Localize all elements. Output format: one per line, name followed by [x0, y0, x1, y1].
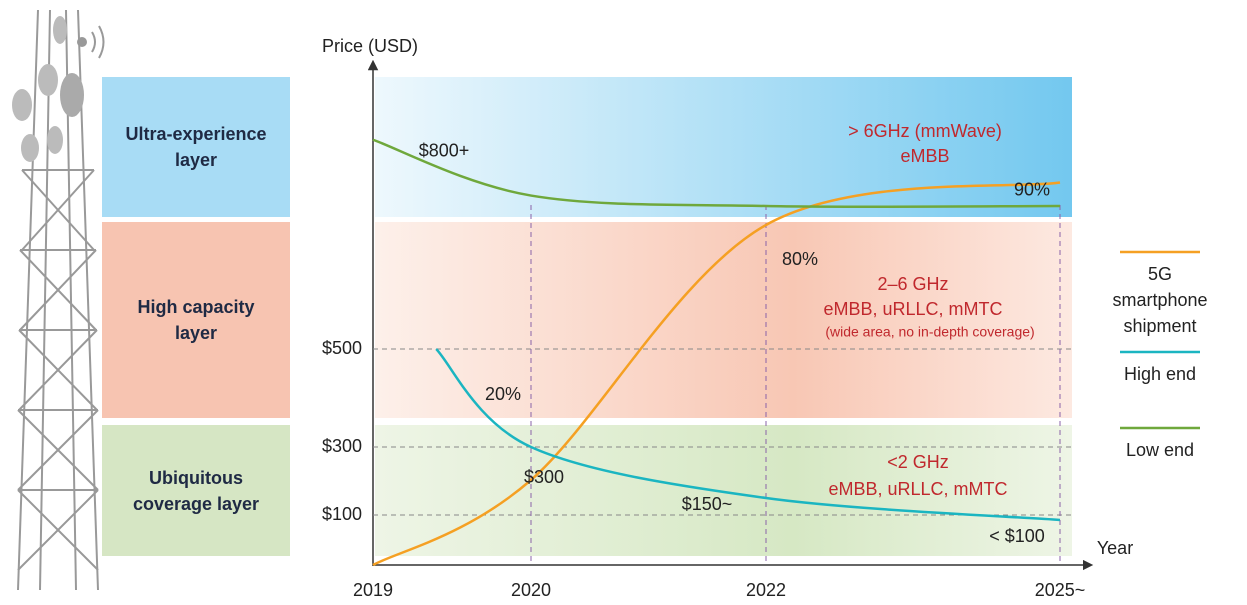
value-label: $150~: [682, 494, 733, 514]
spectrum-text: eMBB: [900, 146, 949, 166]
layer-label: Ultra-experience layer: [102, 77, 290, 217]
legend-label: Low end: [1100, 437, 1220, 463]
x-tick-label: 2020: [511, 580, 551, 600]
spectrum-text: > 6GHz (mmWave): [848, 121, 1002, 141]
value-label: 90%: [1014, 179, 1050, 199]
value-label: < $100: [989, 526, 1045, 546]
x-tick-label: 2022: [746, 580, 786, 600]
legend-label: High end: [1100, 361, 1220, 387]
x-axis-title: Year: [1097, 538, 1133, 558]
page: Price (USD) Year > 6GHz (mmWave) eMBB 2–6 …: [0, 0, 1247, 605]
spectrum-text: <2 GHz: [887, 452, 949, 472]
layer-band: [375, 222, 1072, 418]
y-tick-label: $100: [322, 504, 362, 524]
layer-label: High capacity layer: [102, 222, 290, 418]
value-label: $800+: [419, 141, 470, 161]
spectrum-text: 2–6 GHz: [877, 274, 948, 294]
spectrum-text: (wide area, no in-depth coverage): [825, 324, 1034, 340]
spectrum-text: eMBB, uRLLC, mMTC: [823, 299, 1002, 319]
spectrum-text: eMBB, uRLLC, mMTC: [828, 479, 1007, 499]
y-tick-label: $500: [322, 338, 362, 358]
value-label: $300: [524, 467, 564, 487]
value-label: 80%: [782, 249, 818, 269]
x-tick-label: 2019: [353, 580, 393, 600]
layer-band: [375, 77, 1072, 217]
tower-icon: [12, 10, 104, 590]
layer-label: Ubiquitous coverage layer: [102, 425, 290, 556]
y-tick-label: $300: [322, 436, 362, 456]
value-label: 20%: [485, 384, 521, 404]
legend-label: 5G smartphone shipment: [1100, 261, 1220, 339]
y-axis-title: Price (USD): [322, 36, 418, 56]
x-tick-label: 2025~: [1035, 580, 1086, 600]
